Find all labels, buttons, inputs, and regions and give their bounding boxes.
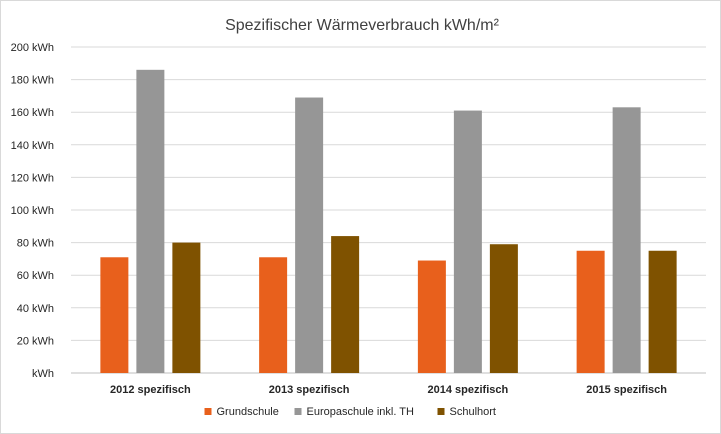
legend-swatch [204,408,212,415]
x-axis-categories: 2012 spezifisch 2013 spezifisch 2014 spezi… [110,384,667,396]
legend-swatch [437,408,445,415]
y-tick-label: 120 kWh [11,172,54,184]
x-category-label: 2015 spezifisch [586,384,667,396]
bar-grundschule-3 [417,260,446,373]
bars [100,69,677,373]
x-category-label: 2014 spezifisch [428,384,509,396]
y-tick-label: 180 kWh [11,75,54,87]
y-tick-label: 40 kWh [17,303,54,315]
gridlines [71,46,706,374]
y-tick-label: 140 kWh [11,140,54,152]
x-category-label: 2013 spezifisch [269,384,350,396]
y-tick-label: 100 kWh [11,205,54,217]
bar-schulhort-4 [648,250,677,373]
bar-grundschule-2 [259,257,288,373]
y-tick-label: 80 kWh [17,238,54,250]
x-category-label: 2012 spezifisch [110,384,191,396]
legend-swatch [294,408,302,415]
bar-europaschule-inkl-th-3 [453,110,482,373]
bar-grundschule-1 [100,257,129,373]
legend-label: Schulhort [450,406,496,418]
y-tick-label: 60 kWh [17,270,54,282]
y-tick-label: 200 kWh [11,42,54,54]
legend: Grundschule Europaschule inkl. TH Schulhor… [204,406,496,418]
y-tick-label: 20 kWh [17,335,54,347]
bar-europaschule-inkl-th-4 [612,107,641,373]
bar-europaschule-inkl-th-1 [136,69,165,373]
legend-item: Europaschule inkl. TH [294,406,414,418]
legend-label: Europaschule inkl. TH [307,406,414,418]
chart-title: Spezifischer Wärmeverbrauch kWh/m² [225,17,500,34]
bar-europaschule-inkl-th-2 [295,97,324,373]
legend-item: Grundschule [204,406,279,418]
bar-grundschule-4 [576,250,605,373]
bar-schulhort-2 [331,236,360,373]
bar-schulhort-1 [172,242,201,373]
bar-schulhort-3 [489,244,518,373]
legend-item: Schulhort [437,406,496,418]
y-tick-label: 160 kWh [11,107,54,119]
y-tick-label: kWh [32,368,54,380]
y-axis-ticks: kWh 20 kWh 40 kWh 60 kWh 80 kWh 100 kWh 120 kW… [11,42,54,380]
legend-label: Grundschule [217,406,279,418]
